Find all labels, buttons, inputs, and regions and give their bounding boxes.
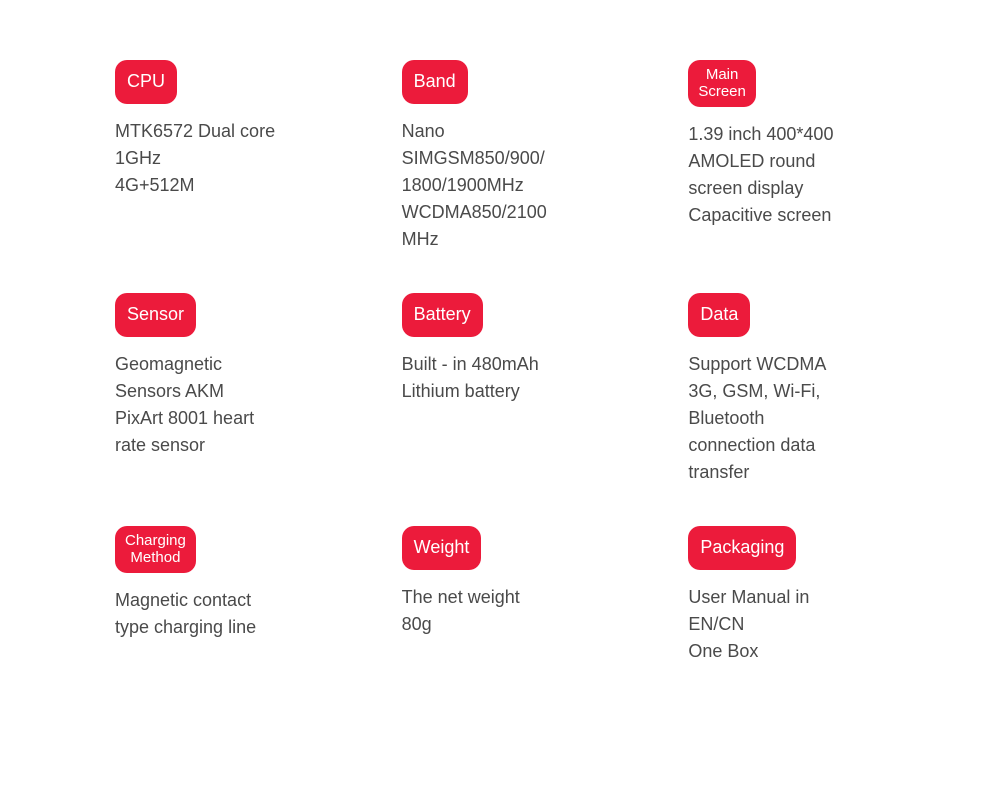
spec-badge: Band: [402, 60, 468, 104]
spec-description: 1.39 inch 400*400AMOLED roundscreen disp…: [688, 121, 885, 229]
spec-item-battery: Battery Built - in 480mAhLithium battery: [402, 293, 599, 486]
spec-description: The net weight80g: [402, 584, 599, 638]
spec-item-data: Data Support WCDMA3G, GSM, Wi-Fi,Bluetoo…: [688, 293, 885, 486]
spec-description: User Manual inEN/CNOne Box: [688, 584, 885, 665]
spec-description: MTK6572 Dual core1GHz4G+512M: [115, 118, 312, 199]
spec-item-weight: Weight The net weight80g: [402, 526, 599, 665]
spec-description: Support WCDMA3G, GSM, Wi-Fi,Bluetoothcon…: [688, 351, 885, 486]
spec-item-sensor: Sensor GeomagneticSensors AKMPixArt 8001…: [115, 293, 312, 486]
spec-item-band: Band NanoSIMGSM850/900/1800/1900MHzWCDMA…: [402, 60, 599, 253]
spec-description: Built - in 480mAhLithium battery: [402, 351, 599, 405]
spec-badge: Battery: [402, 293, 483, 337]
spec-item-charging-method: ChargingMethod Magnetic contacttype char…: [115, 526, 312, 665]
spec-badge: Packaging: [688, 526, 796, 570]
spec-badge: ChargingMethod: [115, 526, 196, 573]
spec-item-cpu: CPU MTK6572 Dual core1GHz4G+512M: [115, 60, 312, 253]
spec-item-packaging: Packaging User Manual inEN/CNOne Box: [688, 526, 885, 665]
spec-description: GeomagneticSensors AKMPixArt 8001 heartr…: [115, 351, 312, 459]
spec-badge: Data: [688, 293, 750, 337]
spec-badge: Weight: [402, 526, 482, 570]
spec-badge: CPU: [115, 60, 177, 104]
spec-badge: Sensor: [115, 293, 196, 337]
spec-item-main-screen: MainScreen 1.39 inch 400*400AMOLED round…: [688, 60, 885, 253]
spec-description: NanoSIMGSM850/900/1800/1900MHzWCDMA850/2…: [402, 118, 599, 253]
spec-grid: CPU MTK6572 Dual core1GHz4G+512M Band Na…: [115, 60, 885, 665]
spec-badge: MainScreen: [688, 60, 756, 107]
spec-description: Magnetic contacttype charging line: [115, 587, 312, 641]
